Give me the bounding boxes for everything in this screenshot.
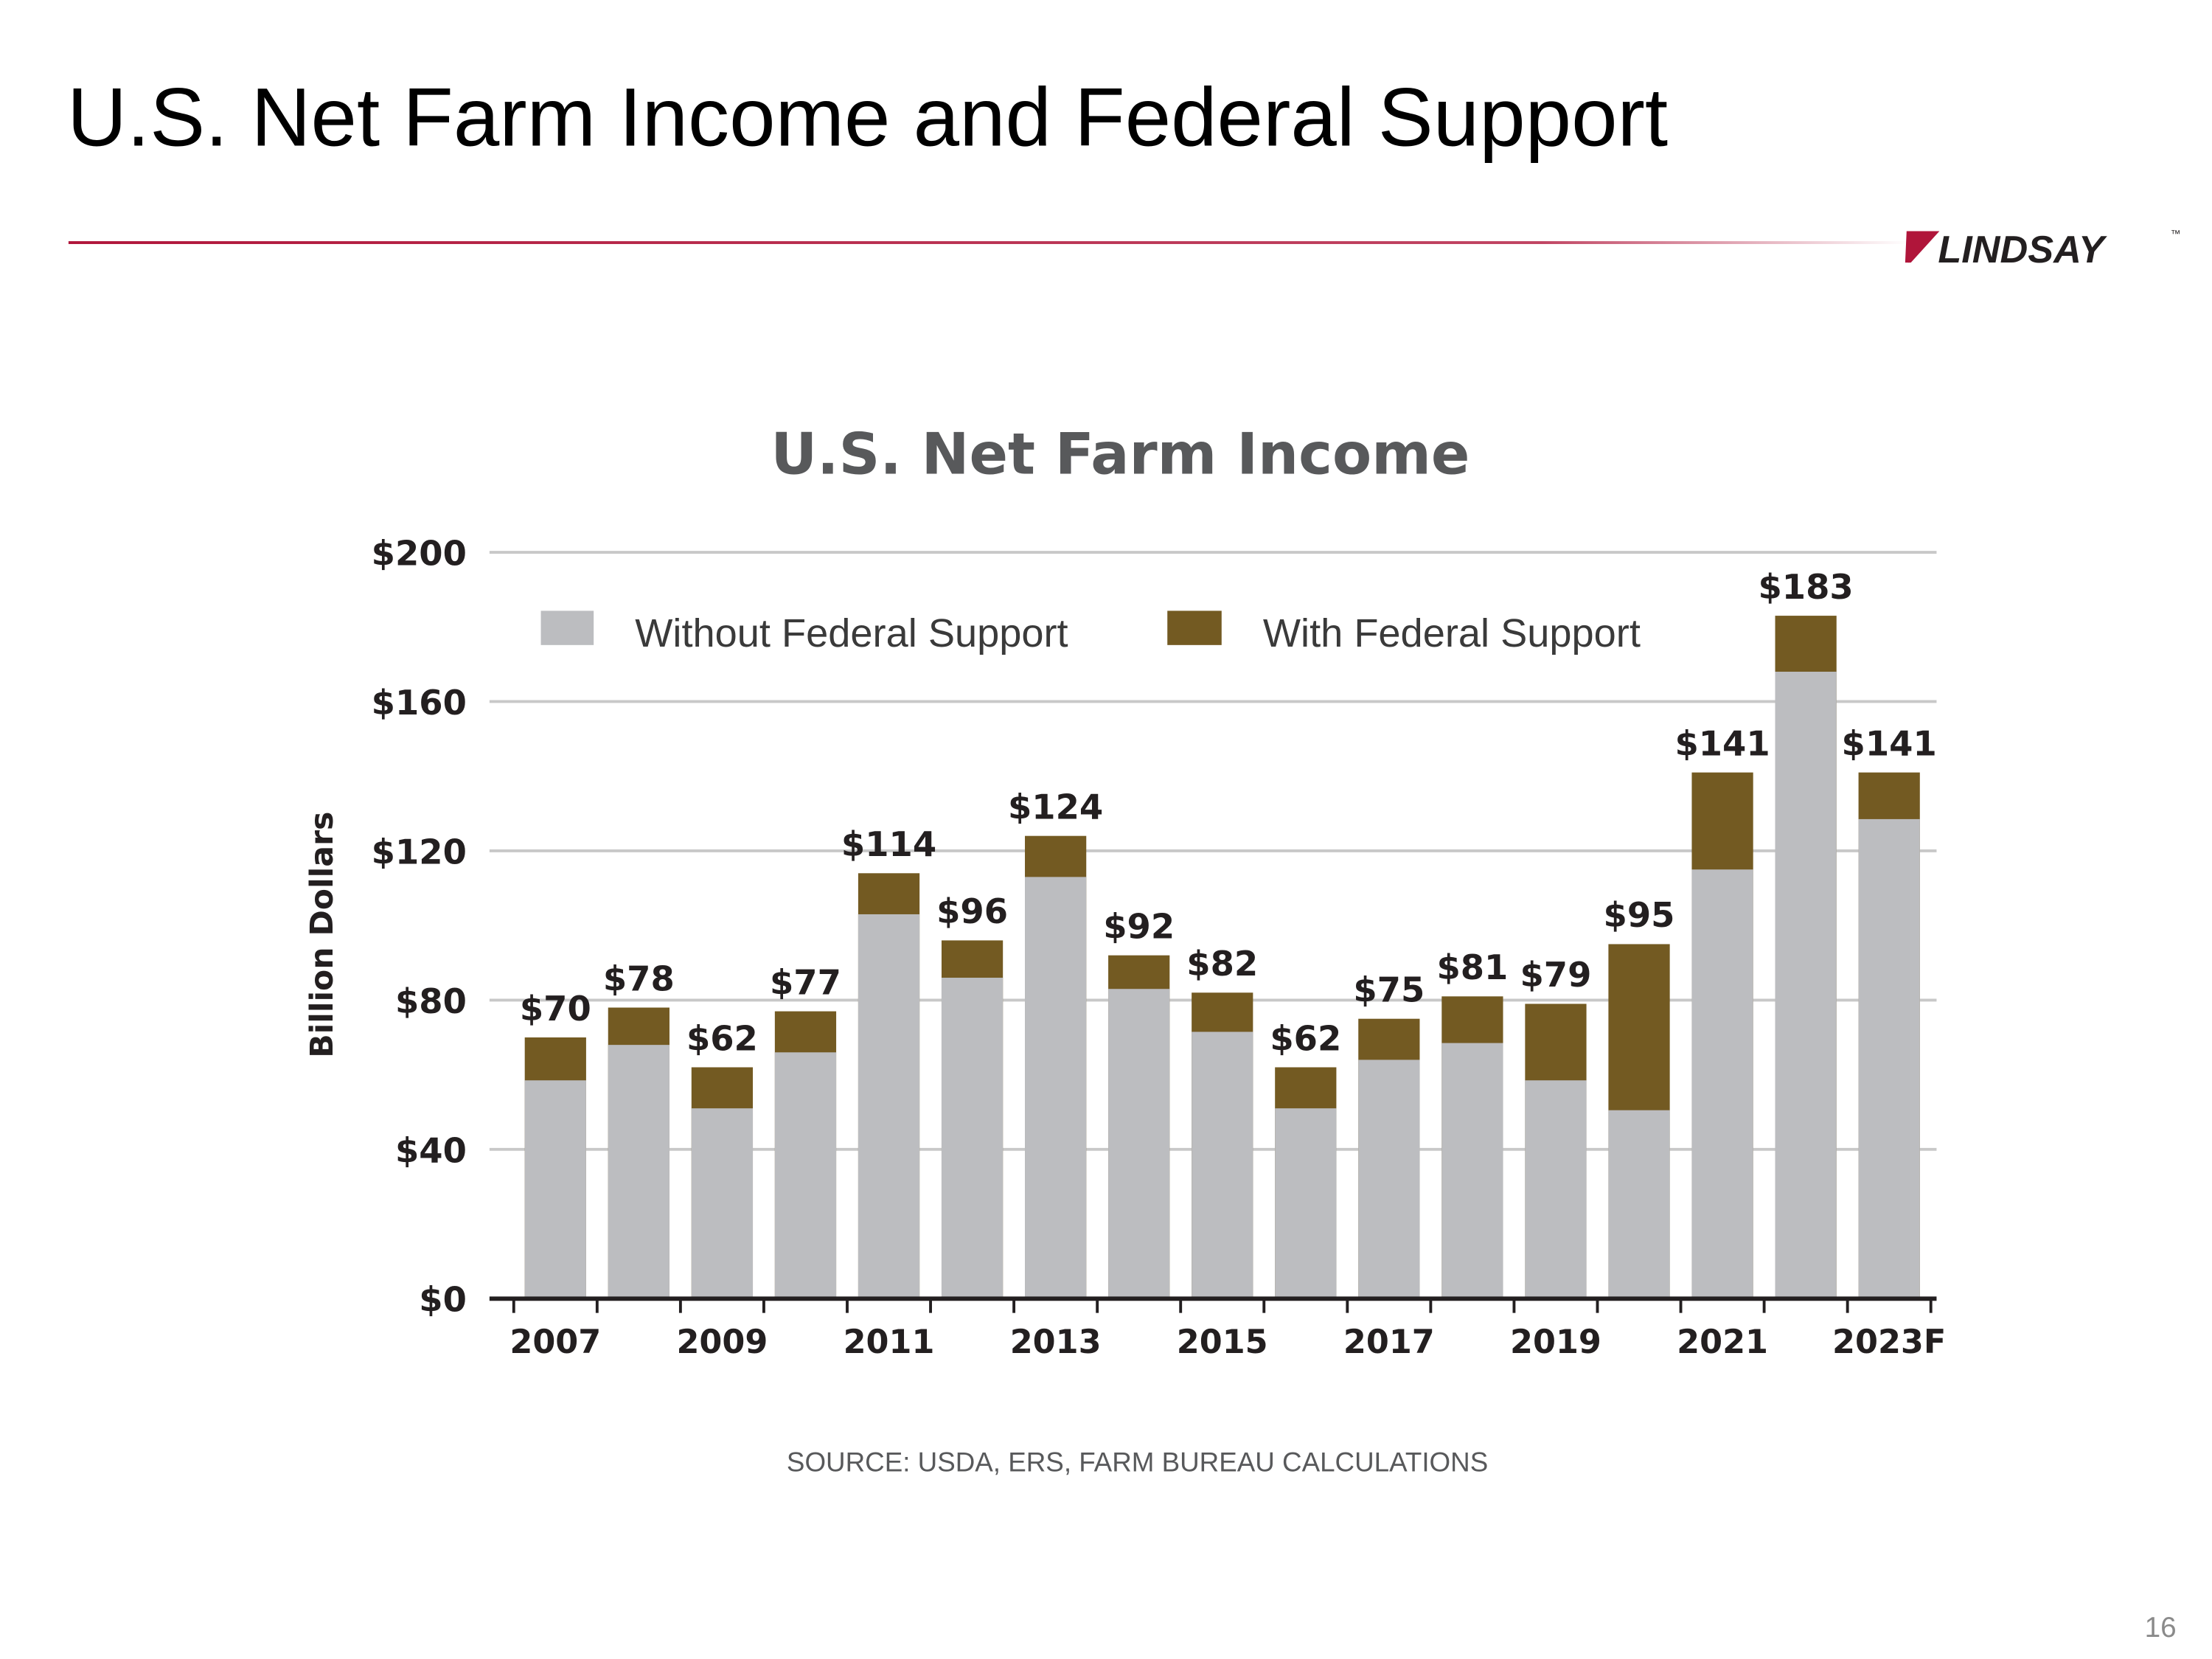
value-label: $82 <box>1186 944 1258 984</box>
x-tick-label: 2015 <box>1177 1324 1268 1361</box>
bar <box>774 1052 837 1299</box>
value-label: $92 <box>1103 906 1175 946</box>
bar <box>941 978 1004 1299</box>
slide-title: U.S. Net Farm Income and Federal Support <box>67 70 1668 163</box>
value-label: $96 <box>936 891 1008 931</box>
page-number: 16 <box>2145 1612 2177 1644</box>
bar <box>858 914 920 1299</box>
value-label: $75 <box>1353 970 1425 1009</box>
y-tick-label: $160 <box>372 683 467 723</box>
x-tick-label: 2023F <box>1832 1324 1946 1361</box>
value-label: $183 <box>1759 567 1854 607</box>
legend-swatch <box>1167 611 1222 645</box>
value-label: $70 <box>520 989 591 1029</box>
x-tick-label: 2017 <box>1343 1324 1435 1361</box>
bar <box>1025 877 1087 1299</box>
y-tick-label: $40 <box>395 1130 467 1170</box>
bar <box>1691 869 1753 1299</box>
chart-title: U.S. Net Farm Income <box>771 422 1470 488</box>
bar <box>1525 1080 1587 1299</box>
bar <box>1358 1060 1420 1299</box>
logo-tm: ™ <box>2171 228 2181 239</box>
x-tick-label: 2013 <box>1010 1324 1102 1361</box>
bar <box>1192 1032 1253 1299</box>
x-tick-label: 2019 <box>1510 1324 1601 1361</box>
bar <box>1441 1043 1503 1299</box>
value-label: $141 <box>1674 723 1770 763</box>
legend-label: Without Federal Support <box>635 611 1068 655</box>
x-tick-label: 2007 <box>509 1324 601 1361</box>
value-label: $124 <box>1008 787 1103 827</box>
value-label: $77 <box>770 962 841 1002</box>
bar <box>524 1080 586 1299</box>
legend: Without Federal Support With Federal Sup… <box>540 611 1641 655</box>
legend-label: With Federal Support <box>1263 611 1641 655</box>
value-label: $95 <box>1604 895 1675 935</box>
logo: LINDSAY ™ <box>1905 228 2181 271</box>
y-tick-label: $200 <box>372 533 467 573</box>
x-tick-label: 2011 <box>844 1324 935 1361</box>
source-note: SOURCE: USDA, ERS, FARM BUREAU CALCULATI… <box>787 1447 1488 1477</box>
value-label: $141 <box>1842 723 1937 763</box>
x-tick-label: 2009 <box>676 1324 768 1361</box>
y-tick-label: $120 <box>372 832 467 872</box>
bar <box>1608 1110 1670 1299</box>
logo-icon <box>1907 231 1940 263</box>
bar <box>608 1045 669 1299</box>
bar <box>691 1108 754 1299</box>
bar <box>1775 671 1837 1299</box>
value-label: $78 <box>603 959 675 998</box>
value-label: $79 <box>1520 955 1591 995</box>
title-rule <box>68 241 1910 244</box>
y-tick-label: $80 <box>395 981 467 1021</box>
logo-text: LINDSAY <box>1938 229 2107 271</box>
legend-swatch <box>540 611 594 645</box>
x-tick-label: 2021 <box>1677 1324 1768 1361</box>
value-label: $81 <box>1436 947 1508 987</box>
bar <box>1108 989 1170 1299</box>
value-label: $114 <box>841 824 936 864</box>
value-label: $62 <box>1270 1018 1341 1058</box>
value-label: $62 <box>686 1018 758 1058</box>
y-axis-title: Billion Dollars <box>304 812 341 1058</box>
bar <box>1275 1108 1337 1299</box>
bar <box>1858 818 1920 1299</box>
y-tick-label: $0 <box>419 1280 467 1320</box>
